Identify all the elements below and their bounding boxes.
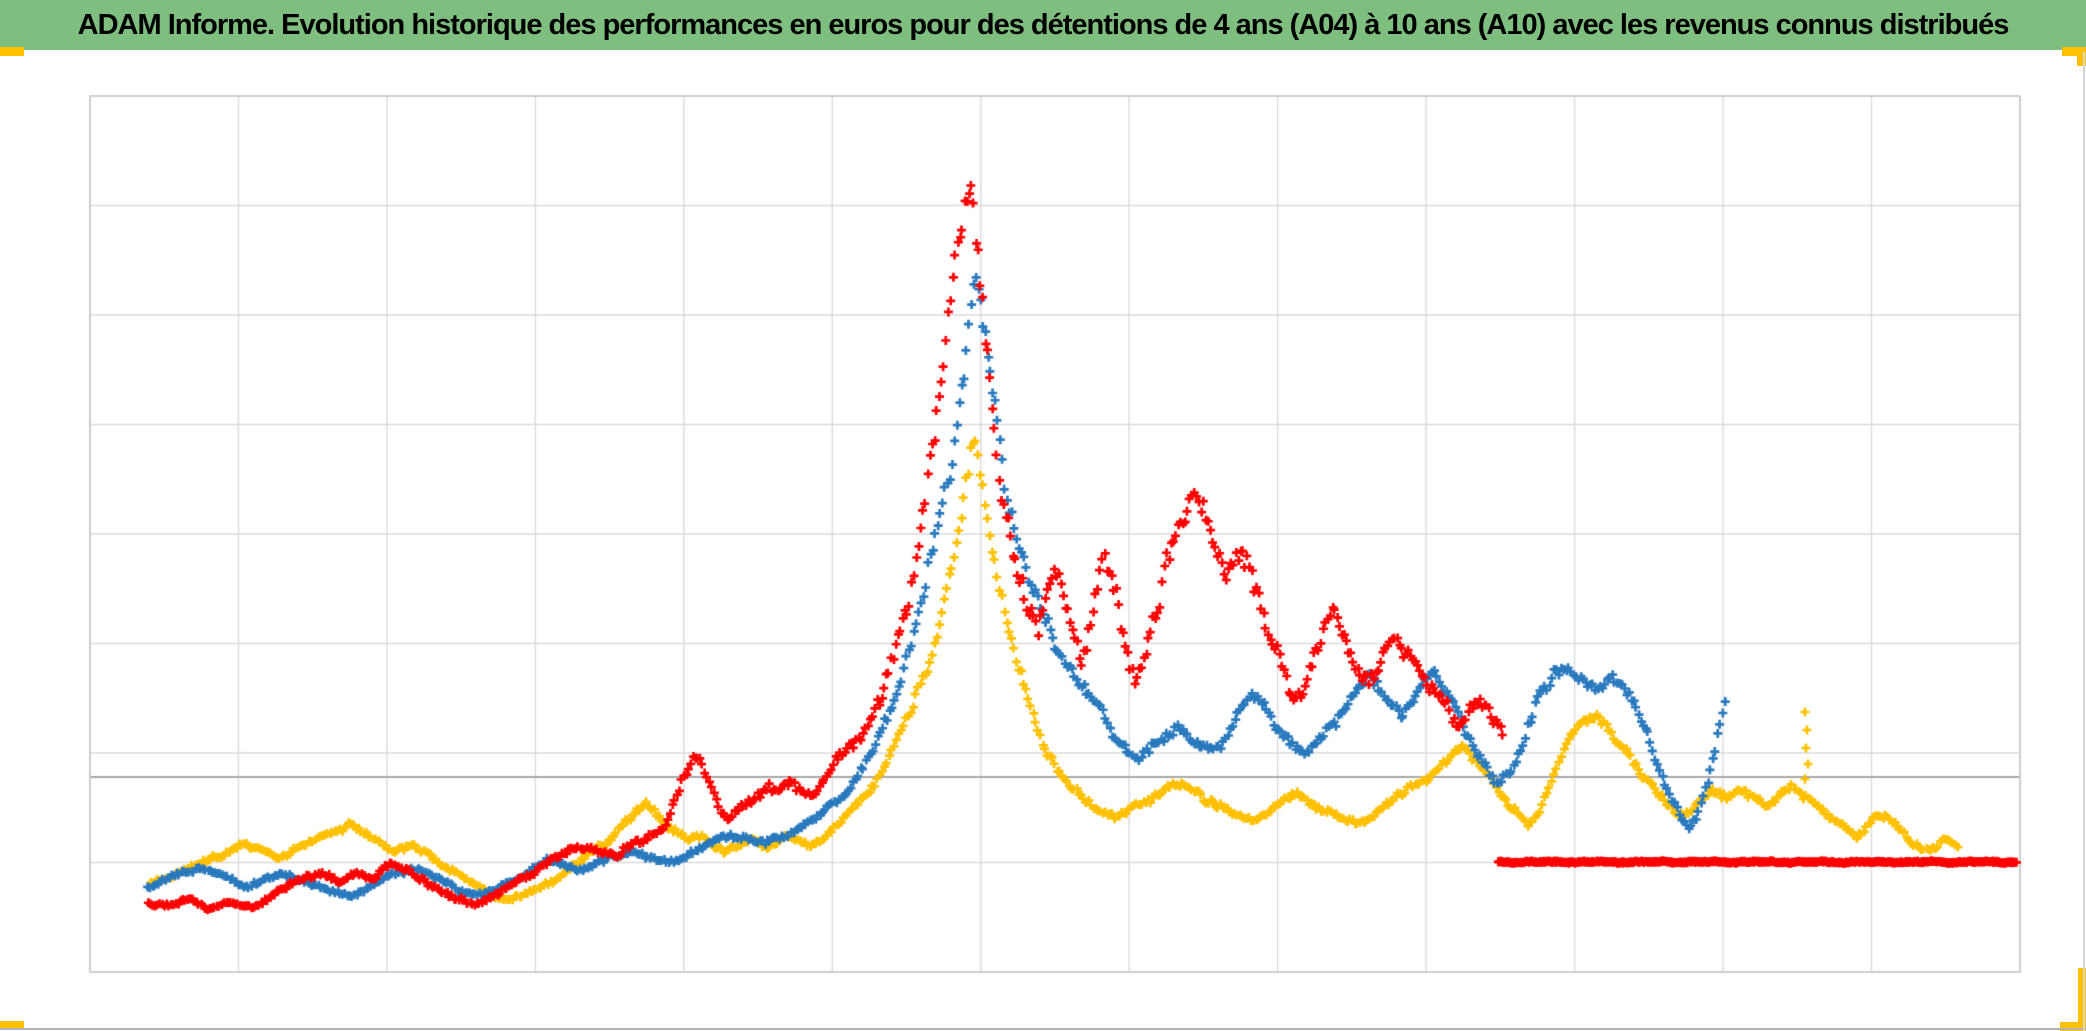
gold-accent-top-left [0, 47, 24, 56]
gold-accent-bottom-left [0, 1021, 24, 1030]
gold-accent-top-right-vertical [2077, 47, 2086, 66]
chart-title-bar: ADAM Informe. Evolution historique des p… [0, 0, 2086, 50]
gold-accent-bottom-right-horizontal [2060, 1022, 2086, 1031]
gold-accent-top-right-horizontal [2062, 47, 2086, 56]
bottom-edge-line [0, 1028, 2086, 1030]
chart-title: ADAM Informe. Evolution historique des p… [77, 8, 2010, 41]
gold-accent-bottom-right-vertical [2078, 968, 2086, 1031]
right-edge-line [2083, 52, 2085, 1031]
